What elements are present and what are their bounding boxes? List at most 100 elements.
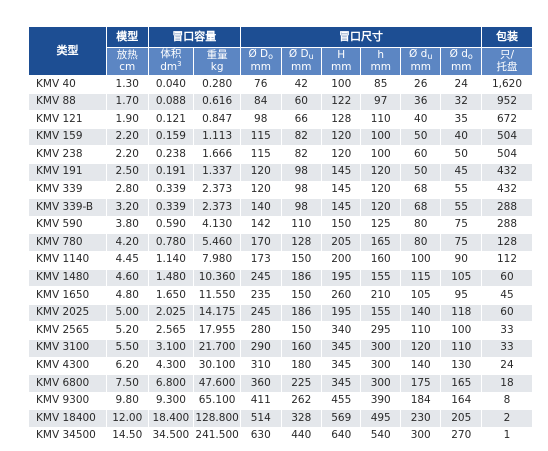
cell-volume: 0.121 xyxy=(148,111,194,128)
cell-h-lower: 100 xyxy=(361,128,400,146)
cell-model: KMV 3100 xyxy=(29,339,106,357)
cell-d0-lower: 100 xyxy=(441,322,481,339)
table-body: KMV 40 1.30 0.040 0.280 76 42 100 85 26 24 1,620 KM… xyxy=(29,76,532,445)
cell-d0-upper: 76 xyxy=(240,76,281,93)
cell-du-upper: 440 xyxy=(281,427,322,445)
cell-modulus: 4.80 xyxy=(106,287,148,304)
cell-h-lower: 160 xyxy=(361,251,400,269)
cell-h-lower: 120 xyxy=(361,163,400,181)
cell-pack: 8 xyxy=(481,392,532,410)
cell-modulus: 2.20 xyxy=(106,146,148,163)
table-row: KMV 238 2.20 0.238 1.666 115 82 120 100 60 50 504 xyxy=(29,146,532,163)
cell-du-lower: 120 xyxy=(400,339,441,357)
cell-d0-lower: 130 xyxy=(441,357,481,375)
cell-h-upper: 345 xyxy=(322,357,361,375)
cell-modulus: 2.80 xyxy=(106,181,148,199)
cell-volume: 0.088 xyxy=(148,93,194,111)
cell-du-lower: 175 xyxy=(400,375,441,392)
cell-volume: 1.140 xyxy=(148,251,194,269)
cell-h-upper: 640 xyxy=(322,427,361,445)
cell-volume: 2.565 xyxy=(148,322,194,339)
table-row: KMV 159 2.20 0.159 1.113 115 82 120 100 50 40 504 xyxy=(29,128,532,146)
cell-weight: 0.847 xyxy=(194,111,240,128)
cell-weight: 7.980 xyxy=(194,251,240,269)
cell-volume: 0.159 xyxy=(148,128,194,146)
cell-d0-lower: 164 xyxy=(441,392,481,410)
cell-du-lower: 115 xyxy=(400,269,441,287)
cell-modulus: 5.20 xyxy=(106,322,148,339)
cell-h-upper: 122 xyxy=(322,93,361,111)
cell-model: KMV 18400 xyxy=(29,410,106,427)
cell-du-lower: 140 xyxy=(400,357,441,375)
cell-h-lower: 295 xyxy=(361,322,400,339)
table-row: KMV 3100 5.50 3.100 21.700 290 160 345 300 120 11… xyxy=(29,339,532,357)
cell-du-upper: 66 xyxy=(281,111,322,128)
cell-modulus: 6.20 xyxy=(106,357,148,375)
cell-weight: 1.113 xyxy=(194,128,240,146)
cell-modulus: 5.50 xyxy=(106,339,148,357)
cell-d0-upper: 360 xyxy=(240,375,281,392)
table-row: KMV 1650 4.80 1.650 11.550 235 150 260 210 105 95… xyxy=(29,287,532,304)
cell-du-upper: 82 xyxy=(281,146,322,163)
cell-pack: 33 xyxy=(481,339,532,357)
cell-pack: 112 xyxy=(481,251,532,269)
cell-modulus: 5.00 xyxy=(106,304,148,322)
cell-du-lower: 50 xyxy=(400,163,441,181)
cell-d0-lower: 32 xyxy=(441,93,481,111)
cell-h-lower: 300 xyxy=(361,339,400,357)
cell-model: KMV 1650 xyxy=(29,287,106,304)
cell-d0-upper: 245 xyxy=(240,304,281,322)
cell-du-lower: 105 xyxy=(400,287,441,304)
header-weight: 重量 kg xyxy=(194,48,240,75)
cell-du-upper: 128 xyxy=(281,234,322,251)
header-pack: 只/托盘 xyxy=(481,48,532,75)
cell-h-lower: 300 xyxy=(361,357,400,375)
cell-h-upper: 260 xyxy=(322,287,361,304)
cell-d0-lower: 205 xyxy=(441,410,481,427)
cell-h-upper: 569 xyxy=(322,410,361,427)
cell-d0-lower: 50 xyxy=(441,146,481,163)
cell-h-upper: 145 xyxy=(322,181,361,199)
cell-h-upper: 120 xyxy=(322,146,361,163)
cell-du-upper: 82 xyxy=(281,128,322,146)
cell-modulus: 4.20 xyxy=(106,234,148,251)
cell-h-upper: 195 xyxy=(322,269,361,287)
table-row: KMV 34500 14.50 34.500 241.500 630 440 640 540 3… xyxy=(29,427,532,445)
cell-model: KMV 4300 xyxy=(29,357,106,375)
cell-d0-lower: 55 xyxy=(441,199,481,216)
cell-volume: 34.500 xyxy=(148,427,194,445)
cell-weight: 1.666 xyxy=(194,146,240,163)
table-row: KMV 339-B 3.20 0.339 2.373 140 98 145 120 68 55 28… xyxy=(29,199,532,216)
cell-weight: 2.373 xyxy=(194,181,240,199)
header-size-group: 冒口尺寸 xyxy=(240,27,481,47)
cell-model: KMV 2025 xyxy=(29,304,106,322)
cell-d0-lower: 24 xyxy=(441,76,481,93)
cell-d0-upper: 140 xyxy=(240,199,281,216)
cell-du-upper: 328 xyxy=(281,410,322,427)
cell-model: KMV 780 xyxy=(29,234,106,251)
header-du-upper: Ø Du mm xyxy=(281,48,322,75)
cell-weight: 65.100 xyxy=(194,392,240,410)
cell-model: KMV 238 xyxy=(29,146,106,163)
cell-h-lower: 495 xyxy=(361,410,400,427)
cell-pack: 60 xyxy=(481,269,532,287)
cell-du-upper: 42 xyxy=(281,76,322,93)
header-volume: 体积 dm3 xyxy=(148,48,194,75)
cell-h-upper: 345 xyxy=(322,375,361,392)
table-row: KMV 590 3.80 0.590 4.130 142 110 150 125 80 75 288 xyxy=(29,216,532,234)
cell-h-lower: 97 xyxy=(361,93,400,111)
cell-pack: 952 xyxy=(481,93,532,111)
cell-d0-upper: 120 xyxy=(240,163,281,181)
cell-h-lower: 155 xyxy=(361,304,400,322)
cell-du-lower: 300 xyxy=(400,427,441,445)
cell-h-upper: 205 xyxy=(322,234,361,251)
cell-pack: 288 xyxy=(481,199,532,216)
cell-model: KMV 34500 xyxy=(29,427,106,445)
cell-pack: 1 xyxy=(481,427,532,445)
cell-du-upper: 150 xyxy=(281,287,322,304)
cell-d0-lower: 55 xyxy=(441,181,481,199)
cell-d0-upper: 310 xyxy=(240,357,281,375)
cell-volume: 9.300 xyxy=(148,392,194,410)
cell-h-upper: 120 xyxy=(322,128,361,146)
